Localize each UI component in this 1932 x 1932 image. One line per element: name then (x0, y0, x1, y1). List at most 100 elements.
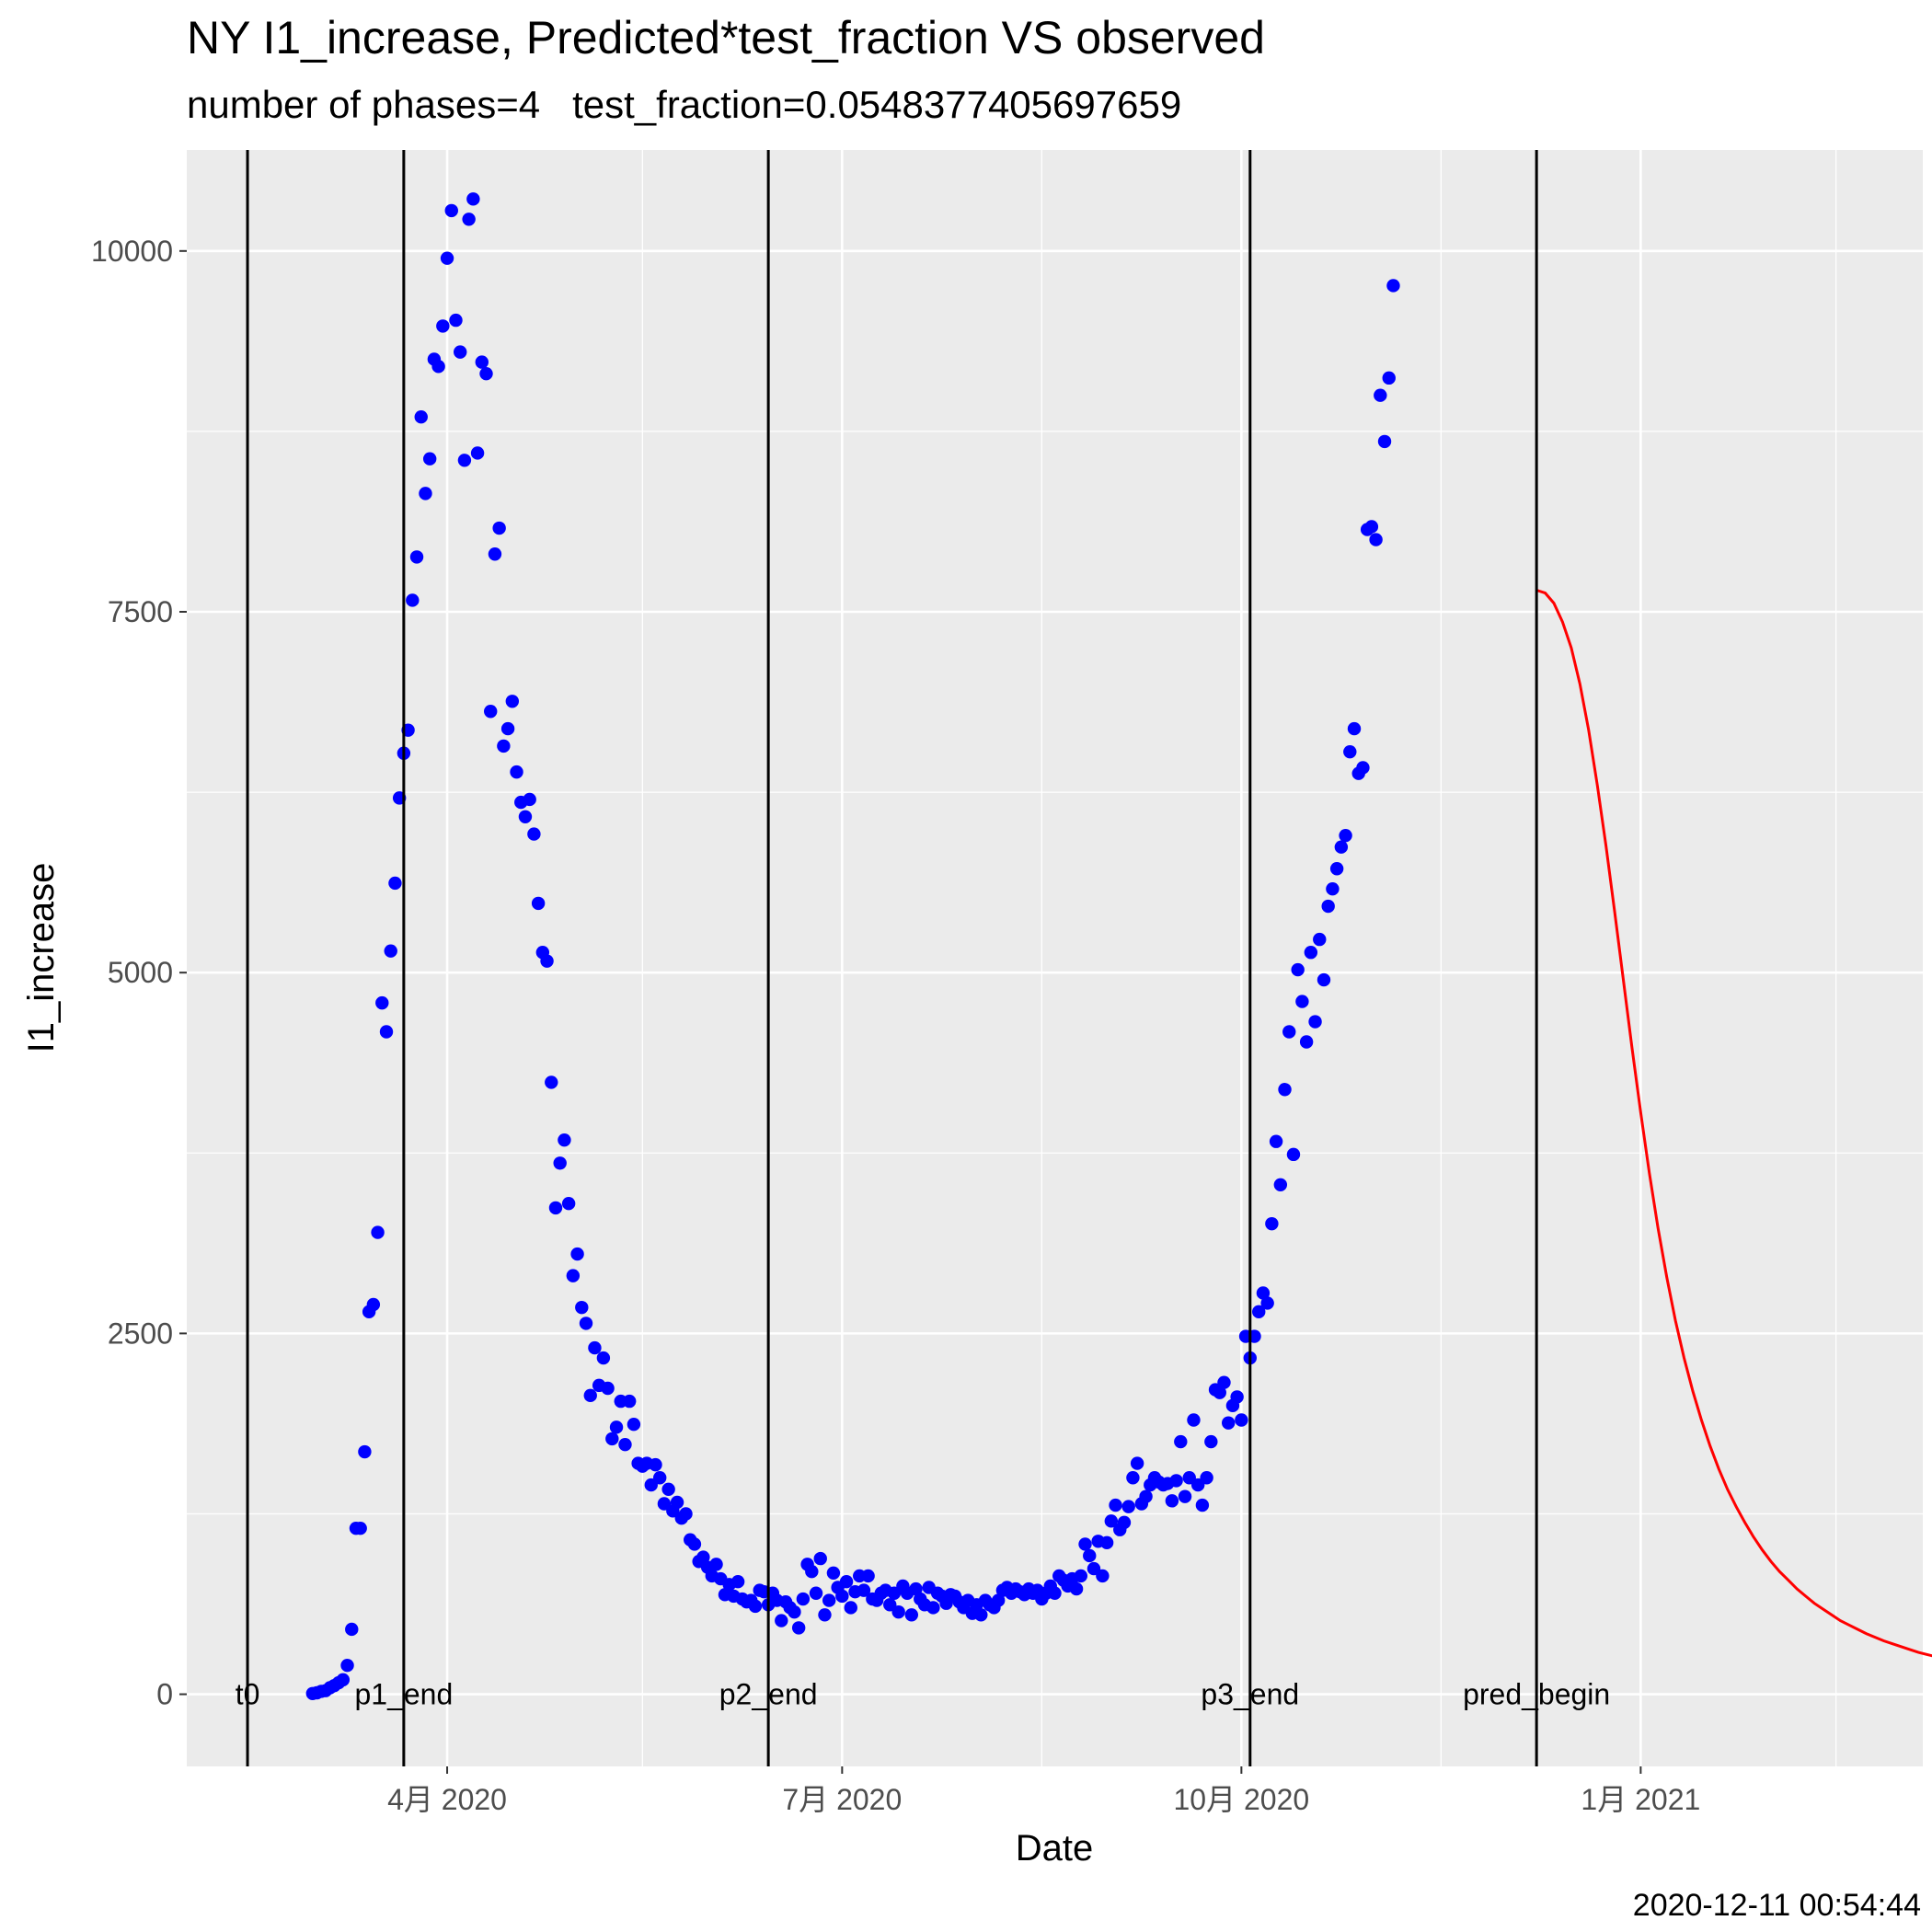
observed-point (609, 1420, 624, 1434)
observed-point (575, 1300, 589, 1315)
observed-point (1356, 761, 1370, 775)
observed-point (336, 1673, 351, 1687)
observed-point (730, 1575, 745, 1589)
observed-point (974, 1608, 988, 1622)
observed-point (1326, 882, 1340, 896)
observed-point (653, 1471, 667, 1485)
observed-point (887, 1586, 902, 1600)
observed-point (500, 721, 515, 736)
x-axis: 4月 2020 7月 2020 10月 2020 1月 2021 (387, 1766, 1700, 1816)
observed-point (375, 995, 389, 1010)
observed-point (1386, 279, 1400, 293)
observed-point (788, 1604, 801, 1619)
timestamp-caption: 2020-12-11 00:54:44 (1632, 1888, 1921, 1923)
observed-point (492, 521, 506, 535)
observed-point (462, 213, 476, 226)
observed-point (1200, 1471, 1213, 1485)
observed-point (1204, 1434, 1218, 1449)
observed-point (796, 1592, 811, 1606)
observed-point (523, 792, 536, 807)
observed-point (479, 366, 493, 381)
observed-point (570, 1247, 584, 1261)
observed-point (1109, 1498, 1122, 1512)
observed-point (545, 1075, 558, 1089)
observed-point (835, 1589, 849, 1604)
observed-point (775, 1614, 788, 1627)
observed-point (566, 1269, 581, 1282)
observed-point (1078, 1537, 1092, 1551)
chart-subtitle: number of phases=4 test_fraction=0.05483… (187, 83, 1182, 126)
observed-point (601, 1381, 615, 1396)
observed-point (561, 1196, 576, 1211)
observed-point (1382, 371, 1396, 385)
observed-point (379, 1025, 394, 1039)
observed-point (1099, 1535, 1114, 1550)
observed-point (670, 1495, 684, 1510)
observed-point (1256, 1286, 1271, 1300)
observed-point (1213, 1386, 1226, 1399)
phase-vline-label: p1_end (354, 1678, 453, 1711)
y-axis: 0 2500 5000 7500 10000 (91, 235, 187, 1711)
observed-point (696, 1550, 710, 1564)
observed-point (371, 1225, 385, 1239)
major-gridlines (187, 150, 1923, 1766)
observed-point (1329, 862, 1344, 876)
observed-points (305, 192, 1400, 1700)
observed-point (644, 1478, 658, 1492)
observed-point (510, 765, 523, 779)
observed-point (1187, 1413, 1201, 1427)
observed-point (857, 1583, 871, 1597)
observed-point (488, 547, 502, 561)
phase-vline-label: pred_begin (1463, 1678, 1610, 1711)
observed-point (1169, 1474, 1183, 1488)
observed-point (1165, 1494, 1179, 1508)
observed-point (553, 1156, 567, 1170)
observed-point (466, 192, 480, 206)
observed-point (822, 1593, 836, 1607)
observed-point (470, 446, 485, 460)
observed-point (991, 1593, 1006, 1607)
y-tick-label: 5000 (108, 956, 173, 989)
observed-point (1139, 1489, 1153, 1503)
observed-point (605, 1432, 619, 1446)
observed-point (826, 1566, 841, 1580)
observed-point (813, 1551, 827, 1566)
x-tick-label: 1月 2021 (1581, 1783, 1700, 1816)
observed-point (1048, 1586, 1062, 1600)
observed-point (1178, 1489, 1192, 1503)
y-tick-label: 0 (156, 1678, 173, 1711)
observed-point (540, 954, 554, 968)
observed-point (657, 1497, 672, 1511)
observed-point (1096, 1569, 1110, 1583)
observed-point (1299, 1035, 1314, 1049)
observed-point (548, 1201, 563, 1215)
observed-point (1317, 972, 1331, 987)
observed-point (679, 1507, 693, 1521)
observed-point (505, 695, 520, 708)
observed-point (748, 1599, 763, 1614)
observed-point (527, 827, 541, 841)
observed-point (588, 1340, 602, 1355)
observed-point (384, 944, 397, 958)
observed-point (1313, 932, 1327, 947)
observed-point (353, 1521, 367, 1535)
observed-point (518, 810, 533, 823)
observed-point (1069, 1581, 1084, 1596)
observed-point (1252, 1305, 1266, 1319)
observed-point (444, 203, 458, 218)
observed-point (436, 319, 450, 333)
observed-point (1364, 520, 1379, 534)
observed-point (1377, 434, 1392, 449)
plot-panel (187, 150, 1923, 1766)
observed-point (909, 1581, 923, 1596)
phase-vline-label: p3_end (1201, 1678, 1299, 1711)
observed-point (1130, 1456, 1144, 1470)
observed-point (454, 345, 467, 359)
observed-point (1282, 1025, 1296, 1039)
observed-point (1190, 1478, 1205, 1492)
observed-point (449, 313, 463, 328)
observed-point (440, 251, 454, 265)
x-tick-label: 7月 2020 (782, 1783, 902, 1816)
observed-point (1273, 1178, 1288, 1191)
